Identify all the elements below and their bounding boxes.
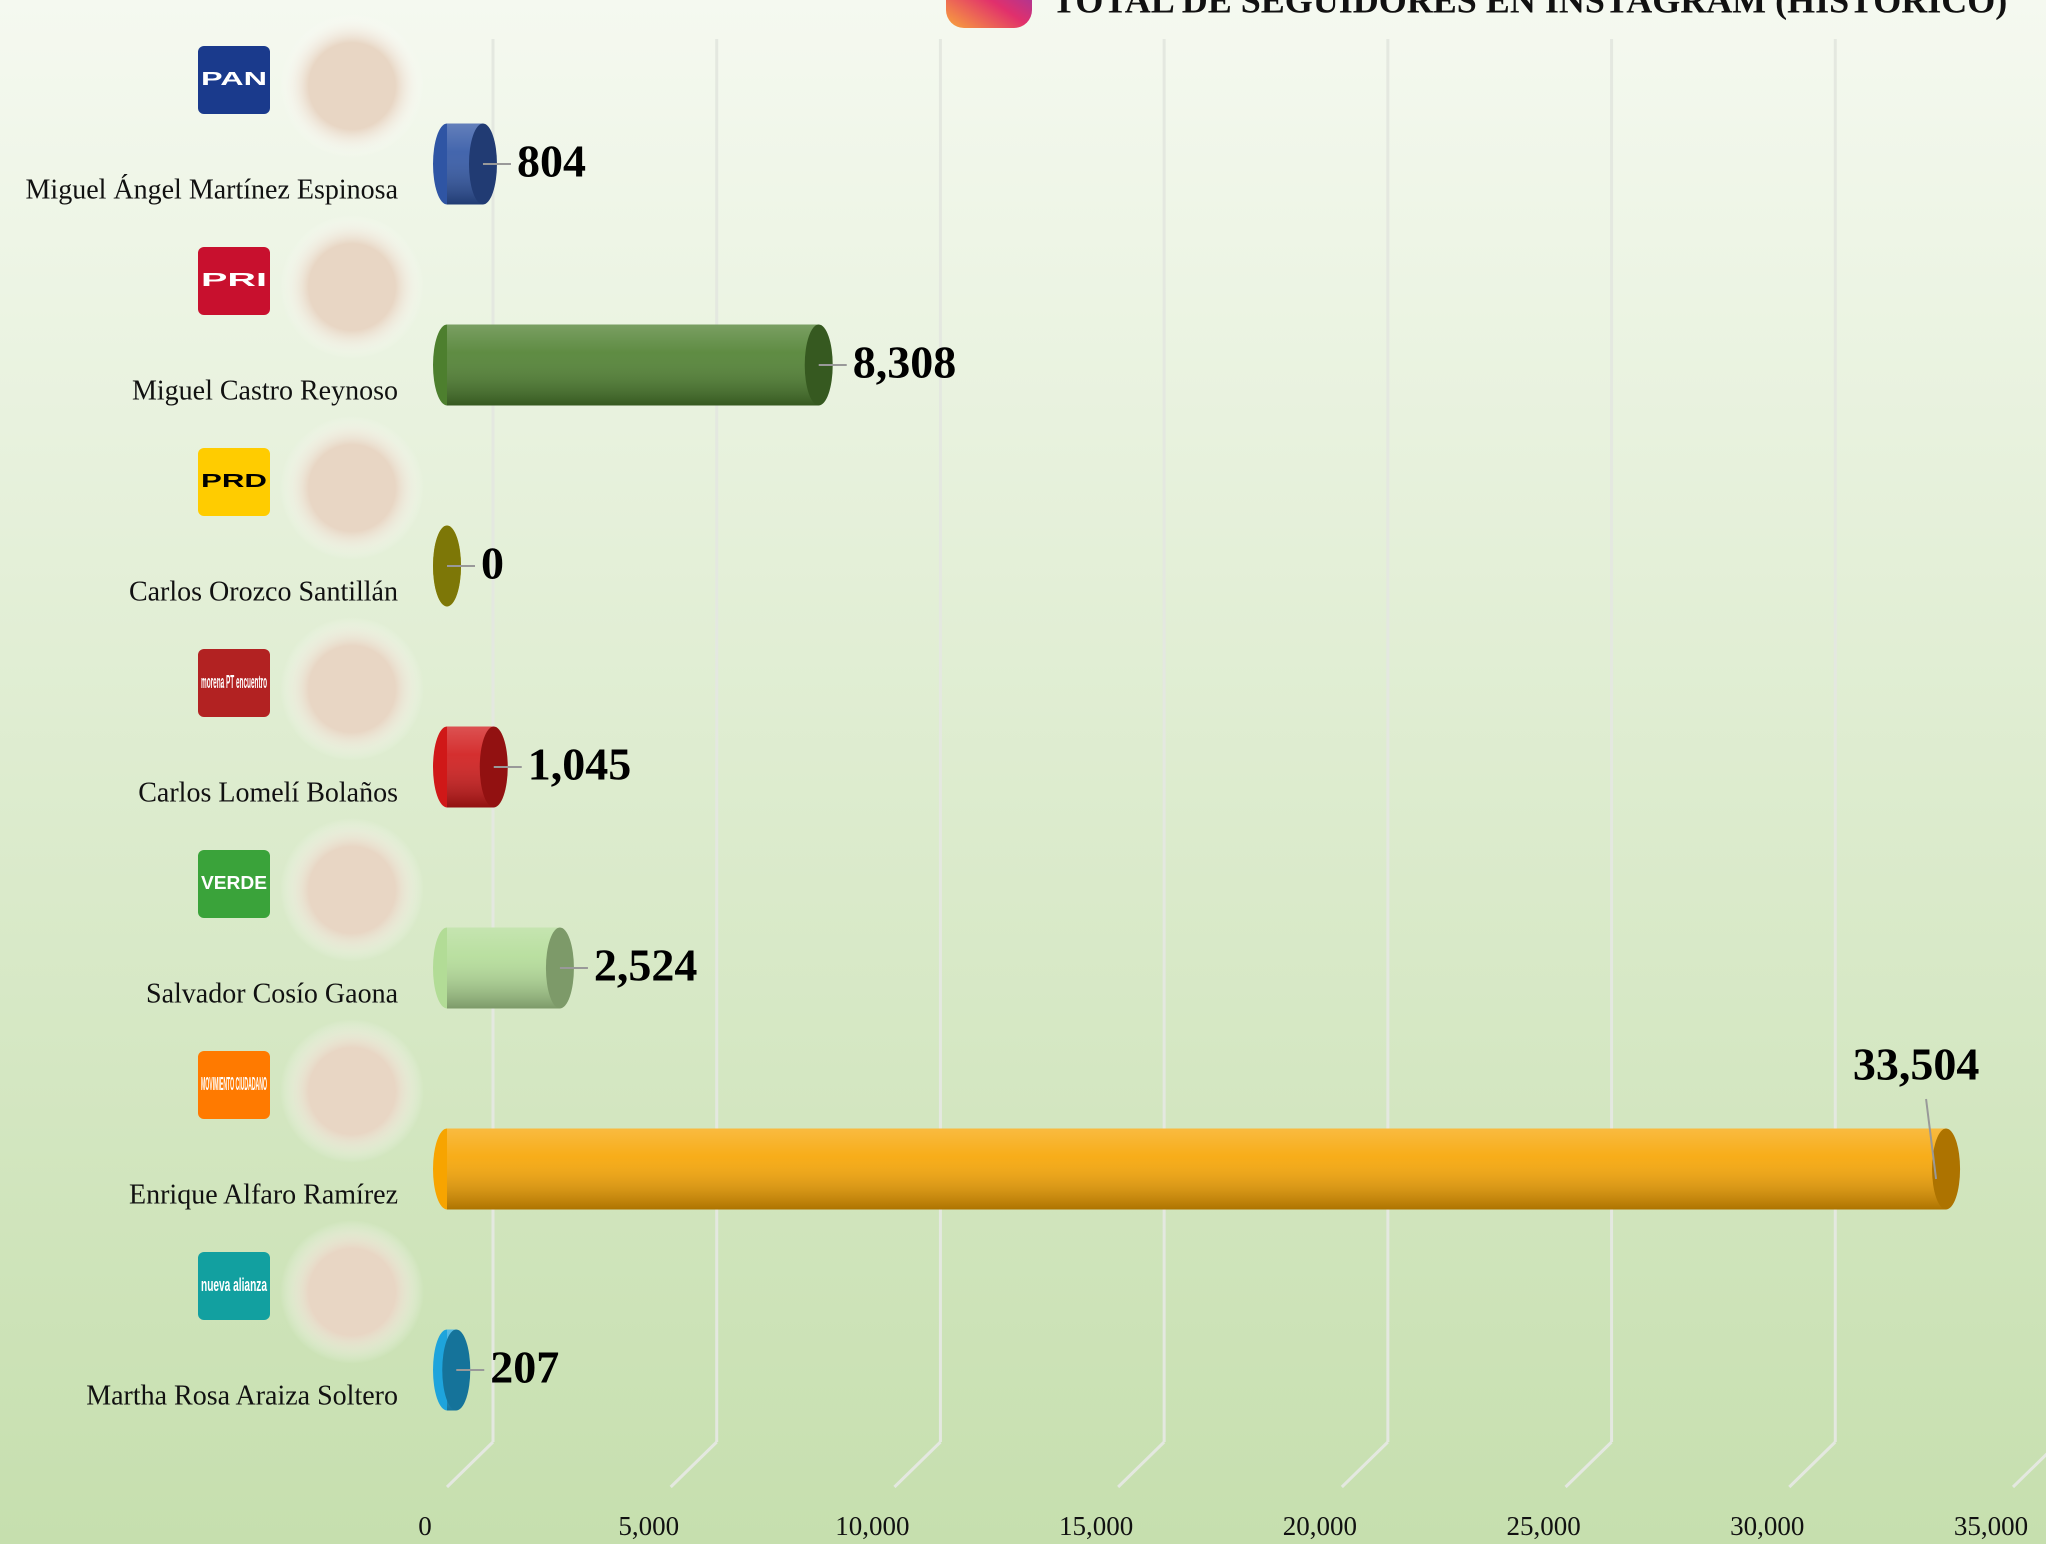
category-label: Carlos Orozco Santillán — [129, 576, 398, 607]
party-label: MOVIMIENTO CIUDADANO — [201, 1074, 267, 1094]
candidate-photo — [280, 215, 424, 359]
party-label: nueva alianza — [201, 1275, 268, 1295]
category-label: Miguel Ángel Martínez Espinosa — [26, 174, 399, 205]
x-tick-label: 20,000 — [1283, 1511, 1357, 1541]
bar-sheen — [447, 1129, 1946, 1210]
value-label: 33,504 — [1853, 1039, 1980, 1090]
chart: TOTAL DE SEGUIDORES EN INSTAGRAM (HISTÓR… — [0, 0, 2046, 1544]
category-label: Enrique Alfaro Ramírez — [129, 1179, 398, 1210]
category-label: Salvador Cosío Gaona — [146, 978, 399, 1009]
x-tick-label: 25,000 — [1506, 1511, 1580, 1541]
candidate-photo — [280, 14, 424, 158]
candidate-photo — [280, 818, 424, 962]
party-label: VERDE — [201, 873, 267, 893]
x-tick-label: 0 — [418, 1511, 432, 1541]
party-label: morena PT encuentro — [201, 672, 267, 692]
page: {"chart_data": {"type": "bar", "orientat… — [0, 0, 2046, 1544]
x-tick-label: 35,000 — [1954, 1511, 2028, 1541]
candidate-photo — [280, 416, 424, 560]
instagram-icon — [946, 0, 1032, 28]
category-label: Carlos Lomelí Bolaños — [138, 777, 398, 808]
x-tick-label: 5,000 — [618, 1511, 679, 1541]
x-tick-label: 10,000 — [835, 1511, 909, 1541]
value-label: 0 — [481, 538, 504, 589]
category-label: Miguel Castro Reynoso — [132, 375, 398, 406]
category-label: Martha Rosa Araiza Soltero — [86, 1380, 398, 1411]
value-label: 1,045 — [528, 739, 632, 790]
candidate-photo — [280, 617, 424, 761]
x-tick-label: 30,000 — [1730, 1511, 1804, 1541]
party-label: PRI — [201, 270, 267, 290]
value-label: 804 — [517, 136, 586, 187]
candidate-photo — [280, 1019, 424, 1163]
bar-cap-end — [1932, 1129, 1960, 1210]
bar-sheen — [447, 325, 819, 406]
bar-sheen — [447, 928, 560, 1009]
x-tick-label: 15,000 — [1059, 1511, 1133, 1541]
value-label: 8,308 — [853, 337, 957, 388]
value-label: 2,524 — [594, 940, 698, 991]
chart-title: TOTAL DE SEGUIDORES EN INSTAGRAM (HISTÓR… — [1052, 0, 2007, 20]
value-label: 207 — [490, 1342, 559, 1393]
candidate-photo — [280, 1220, 424, 1364]
party-label: PRD — [201, 471, 267, 491]
party-label: PAN — [201, 69, 267, 89]
